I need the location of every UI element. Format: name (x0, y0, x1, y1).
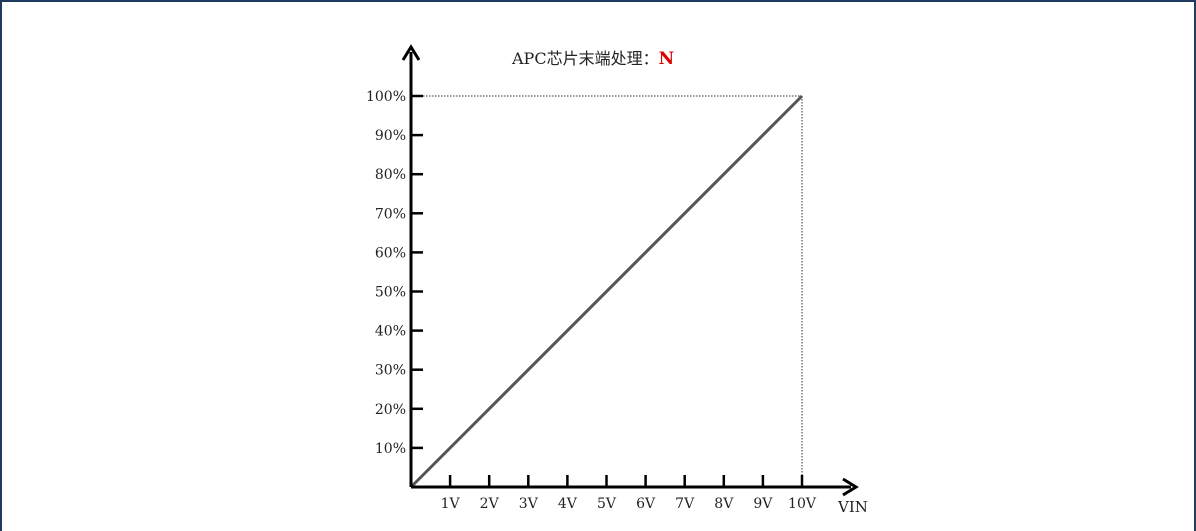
y-tick-label: 70% (375, 206, 406, 222)
series-layer (409, 94, 804, 489)
x-tick-label: 6V (636, 496, 656, 512)
y-axis-arrow (401, 44, 421, 61)
y-tick-label: 100% (366, 89, 406, 105)
x-tick-label: 10V (788, 496, 817, 512)
y-tick-label: 30% (375, 363, 406, 379)
y-tick-label: 50% (375, 285, 406, 301)
reference-lines (411, 95, 803, 487)
y-tick-label: 90% (375, 128, 406, 144)
chart-title-value: N (659, 49, 675, 69)
x-tick-label: 3V (519, 496, 539, 512)
x-axis-label: VIN (837, 498, 868, 516)
y-tick-label: 40% (375, 324, 406, 340)
x-tick-label: 4V (558, 496, 578, 512)
chart-title: APC芯片末端处理：N (511, 49, 674, 69)
y-tick-label: 80% (375, 167, 406, 183)
series-line-0 (409, 94, 804, 489)
x-tick-label: 9V (753, 496, 773, 512)
y-tick-label: 10% (375, 441, 406, 457)
x-tick-label: 1V (441, 496, 461, 512)
x-axis-arrow (842, 477, 859, 497)
y-tick-label: 20% (375, 402, 406, 418)
x-tick-label: 5V (597, 496, 617, 512)
y-tick-label: 60% (375, 245, 406, 261)
chart-title-prefix: APC芯片末端处理： (511, 49, 659, 68)
ticks: 1V 2V 3V 4V 5V 6V 7V 8V 9V 10V 10% 20% 30% 40% 50% 60% 7… (366, 89, 817, 512)
x-tick-label: 2V (480, 496, 500, 512)
x-tick-label: 7V (675, 496, 695, 512)
axes (401, 44, 859, 497)
x-tick-label: 8V (714, 496, 734, 512)
